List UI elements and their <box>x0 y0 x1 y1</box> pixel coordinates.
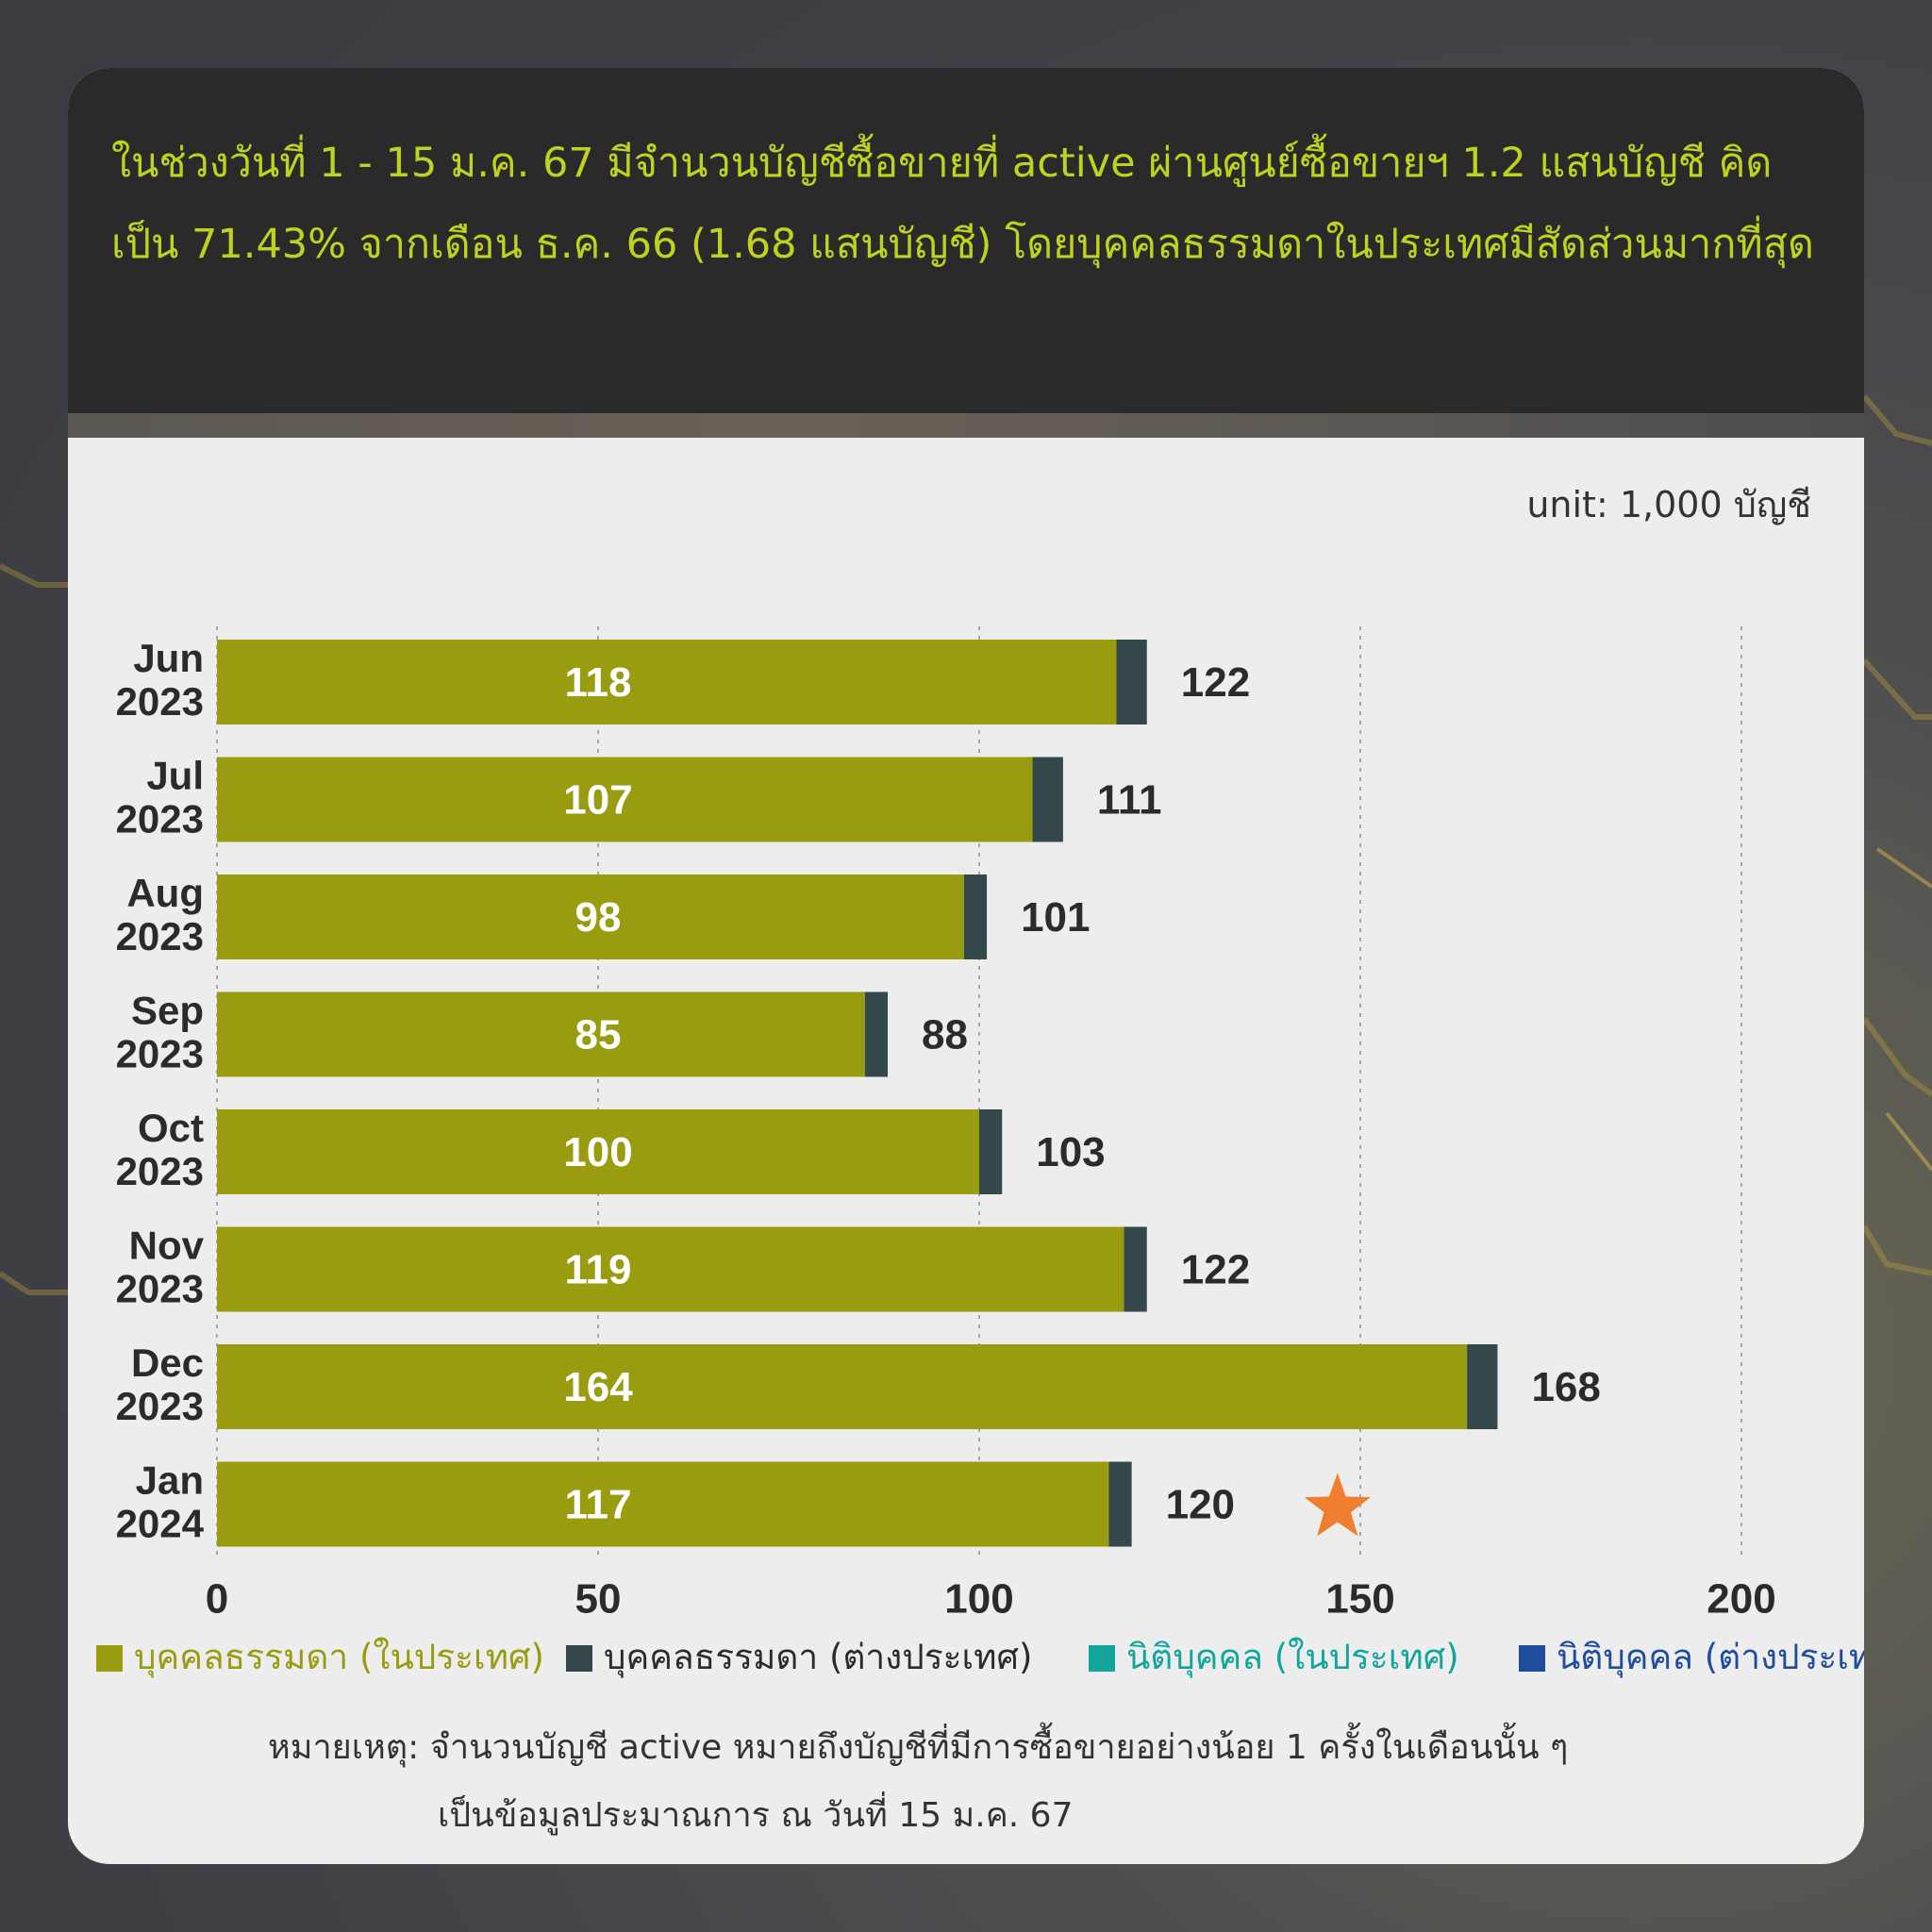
legend-swatch <box>1519 1645 1545 1672</box>
legend-swatch <box>96 1645 123 1672</box>
bar-segment <box>1467 1344 1498 1429</box>
header-divider-strip <box>68 413 1864 438</box>
bar-total-label: 122 <box>1181 1247 1250 1293</box>
bar-segment <box>1108 1461 1132 1547</box>
category-label: Aug 2023 <box>116 871 204 958</box>
bar-segment <box>217 991 865 1077</box>
x-tick-label: 100 <box>944 1576 1013 1623</box>
x-tick-label: 50 <box>575 1576 622 1623</box>
x-tick-label: 150 <box>1325 1576 1394 1623</box>
bar-inner-label: 119 <box>565 1247 632 1293</box>
bar-segment <box>217 1226 1124 1312</box>
bar-segment <box>1116 640 1147 724</box>
bar-segment <box>217 757 1033 842</box>
legend-label: บุคคลธรรมดา (ในประเทศ) <box>134 1637 544 1677</box>
bar-segment <box>217 874 964 959</box>
chart-legend: บุคคลธรรมดา (ในประเทศ) บุคคลธรรมดา (ต่างป… <box>96 1634 1864 1681</box>
bar-total-label: 103 <box>1036 1129 1105 1175</box>
bar-total-label: 101 <box>1021 894 1090 941</box>
bar-segment <box>1032 757 1063 842</box>
bar-inner-label: 117 <box>565 1482 632 1528</box>
bar-segment <box>217 1461 1109 1547</box>
legend-label: นิติบุคคล (ต่างประเทศ) <box>1557 1637 1864 1677</box>
footnote-line-2: เป็นข้อมูลประมาณการ ณ วันที่ 15 ม.ค. 67 <box>438 1796 1074 1835</box>
bar-total-label: 168 <box>1531 1364 1600 1410</box>
bar-chart: 118 122 Jun 2023 107 111 Jul 2023 98 101 Aug 2023 85… <box>116 626 1776 1623</box>
bar-inner-label: 98 <box>575 894 622 941</box>
bar-segment <box>1124 1226 1147 1312</box>
bar-inner-label: 107 <box>563 777 632 824</box>
bar-total-label: 111 <box>1097 777 1162 824</box>
legend-swatch <box>1089 1645 1115 1672</box>
bar-total-label: 88 <box>922 1012 968 1058</box>
category-label: Jun 2023 <box>116 636 204 724</box>
category-label: Sep 2023 <box>116 989 204 1076</box>
bar-segment <box>217 1344 1468 1429</box>
x-tick-label: 0 <box>206 1576 228 1623</box>
category-label: Nov 2023 <box>116 1224 205 1311</box>
bar-segment <box>864 991 889 1077</box>
bar-total-label: 122 <box>1181 659 1250 706</box>
bar-inner-label: 118 <box>565 659 632 706</box>
bar-inner-label: 164 <box>563 1364 633 1410</box>
bar-segment <box>963 874 988 959</box>
bar-segment <box>979 1109 1003 1194</box>
bar-total-label: 120 <box>1166 1482 1235 1528</box>
legend-label: บุคคลธรรมดา (ต่างประเทศ) <box>604 1637 1033 1677</box>
legend-label: นิติบุคคล (ในประเทศ) <box>1126 1637 1459 1677</box>
category-label: Jul 2023 <box>116 754 204 841</box>
bar-segment <box>217 640 1117 724</box>
bar-inner-label: 85 <box>575 1012 622 1058</box>
unit-label: unit: 1,000 บัญชี <box>1526 484 1811 525</box>
footnote: หมายเหตุ: จำนวนบัญชี active หมายถึงบัญชี… <box>268 1714 1568 1850</box>
infographic-card: ในช่วงวันที่ 1 - 15 ม.ค. 67 มีจำนวนบัญชี… <box>68 68 1864 1864</box>
bar-segment <box>217 1109 979 1194</box>
headline-text: ในช่วงวันที่ 1 - 15 ม.ค. 67 มีจำนวนบัญชี… <box>111 140 1814 268</box>
footnote-line-1: หมายเหตุ: จำนวนบัญชี active หมายถึงบัญชี… <box>268 1728 1569 1767</box>
bar-inner-label: 100 <box>563 1129 632 1175</box>
category-label: Jan 2024 <box>116 1458 205 1546</box>
header-panel: ในช่วงวันที่ 1 - 15 ม.ค. 67 มีจำนวนบัญชี… <box>68 68 1864 413</box>
category-label: Oct 2023 <box>116 1106 204 1193</box>
x-tick-label: 200 <box>1707 1576 1775 1623</box>
category-label: Dec 2023 <box>116 1341 204 1428</box>
legend-swatch <box>566 1645 592 1672</box>
highlight-star-icon <box>1304 1473 1371 1537</box>
